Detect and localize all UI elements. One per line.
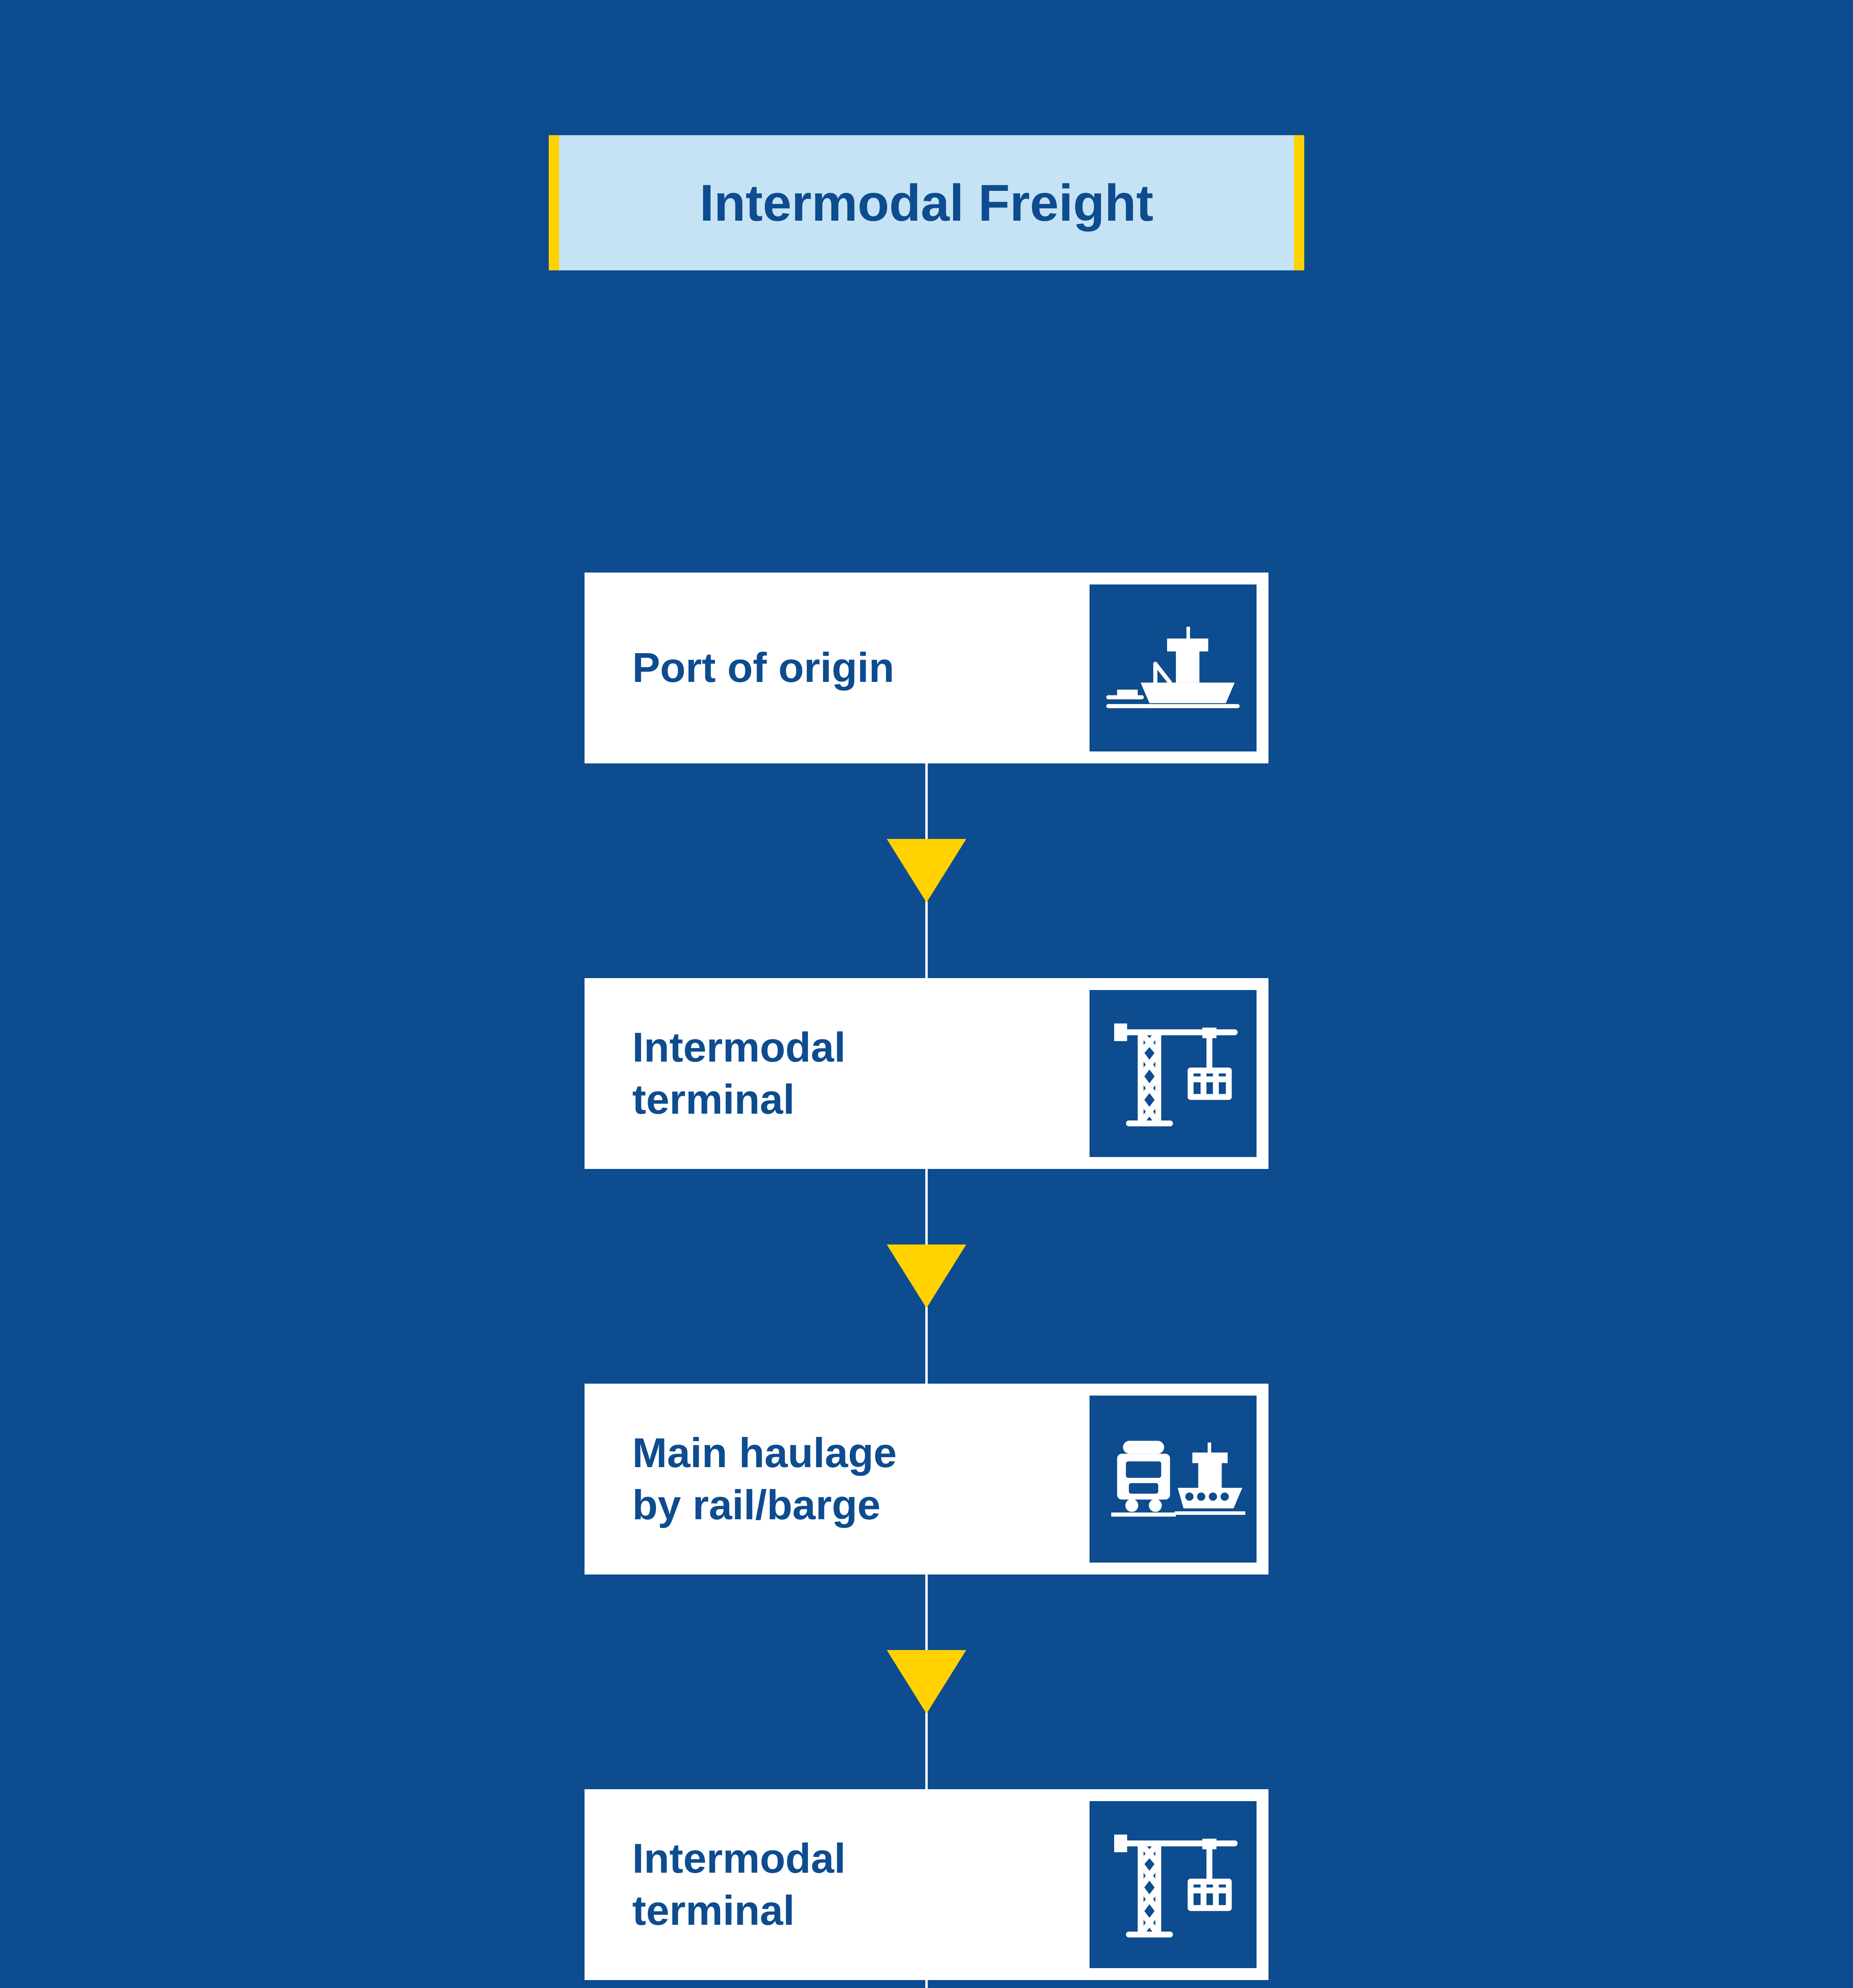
arrow-down-icon xyxy=(887,1650,966,1714)
train-barge-icon xyxy=(1090,1396,1257,1563)
arrow-down-icon xyxy=(887,839,966,903)
connector xyxy=(925,763,928,978)
title-banner: Intermodal Freight xyxy=(549,135,1304,270)
crane-icon xyxy=(1090,990,1257,1157)
branch-connector xyxy=(290,1980,1563,1988)
title-text: Intermodal Freight xyxy=(699,173,1153,233)
step-intermodal-terminal-1: Intermodal terminal xyxy=(585,978,1268,1169)
step-label: Intermodal terminal xyxy=(596,1021,1090,1126)
ship-icon xyxy=(1090,584,1257,751)
diagram-canvas: Intermodal Freight Port of origin Interm… xyxy=(290,135,1563,1988)
step-label: Intermodal terminal xyxy=(596,1833,1090,1937)
step-port-of-origin: Port of origin xyxy=(585,573,1268,763)
step-label: Port of origin xyxy=(596,642,1090,694)
step-main-haulage: Main haulage by rail/barge xyxy=(585,1384,1268,1574)
connector xyxy=(925,1169,928,1384)
connector xyxy=(925,1980,928,1988)
connector xyxy=(925,1574,928,1789)
crane-icon xyxy=(1090,1801,1257,1968)
step-intermodal-terminal-2: Intermodal terminal xyxy=(585,1789,1268,1980)
step-label: Main haulage by rail/barge xyxy=(596,1427,1090,1532)
arrow-down-icon xyxy=(887,1244,966,1308)
